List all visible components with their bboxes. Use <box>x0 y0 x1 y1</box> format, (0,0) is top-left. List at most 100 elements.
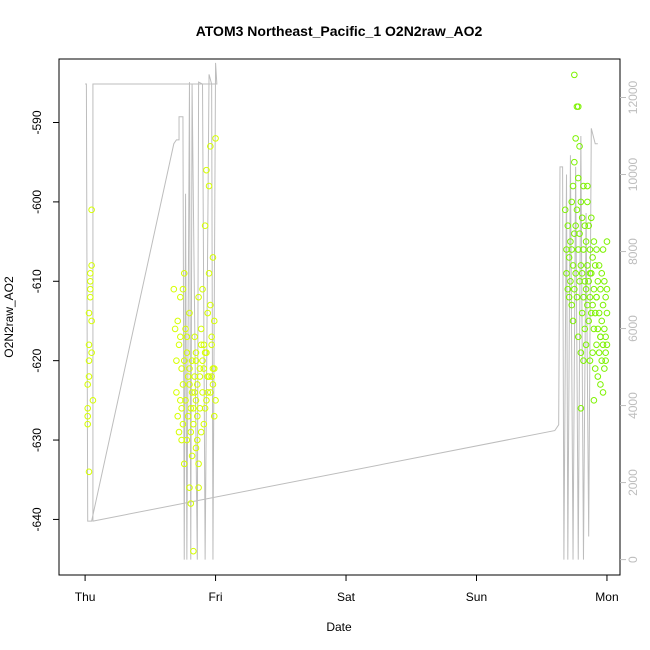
right-axis: 0 2000 4000 6000 8000 10000 12000 <box>620 80 640 563</box>
data-point <box>584 198 591 206</box>
data-point <box>182 325 189 333</box>
data-point <box>87 270 94 277</box>
data-point <box>564 285 572 293</box>
data-point <box>599 389 607 396</box>
data-point <box>567 277 574 285</box>
data-point <box>589 301 596 309</box>
data-point <box>180 357 188 364</box>
data-point <box>599 301 607 309</box>
data-point <box>209 254 217 261</box>
y-tick-label: -640 <box>30 507 44 531</box>
data-point <box>177 293 184 301</box>
altitude-line <box>85 62 598 560</box>
data-point <box>204 389 212 396</box>
data-point <box>210 412 218 420</box>
y-axis: -590 -600 -610 -620 -630 -640 <box>30 110 59 531</box>
data-point <box>177 333 184 341</box>
data-point <box>593 246 600 253</box>
plot-frame <box>58 58 621 576</box>
data-point <box>193 381 201 388</box>
data-point <box>595 262 603 269</box>
data-point <box>88 317 95 325</box>
x-tick-label: Sun <box>466 590 487 604</box>
x-tick-label: Thu <box>75 590 96 604</box>
data-point <box>184 373 192 380</box>
data-point <box>183 349 191 357</box>
data-point <box>581 277 589 285</box>
data-point <box>568 198 576 206</box>
data-point <box>599 341 607 349</box>
data-point <box>577 404 585 412</box>
data-point <box>179 381 187 388</box>
data-point <box>603 341 611 349</box>
data-point <box>212 397 219 404</box>
data-point <box>87 293 94 301</box>
data-point <box>174 412 182 420</box>
data-point <box>572 270 579 277</box>
data-point <box>602 357 609 364</box>
y-axis-label: O2N2raw_AO2 <box>2 276 16 358</box>
data-point <box>578 214 586 222</box>
data-point <box>205 182 213 190</box>
data-point <box>84 404 92 412</box>
data-point <box>212 135 219 142</box>
data-point <box>203 166 210 174</box>
data-point <box>582 285 590 293</box>
data-point <box>178 365 185 372</box>
data-point <box>192 349 200 357</box>
data-point <box>197 341 205 349</box>
data-point <box>89 397 97 404</box>
data-point <box>85 341 93 349</box>
data-point <box>582 341 590 349</box>
data-point <box>186 365 193 372</box>
data-point <box>88 206 95 214</box>
data-point <box>195 293 202 301</box>
y2-tick-label: 12000 <box>626 80 640 114</box>
data-point <box>203 349 210 357</box>
data-point <box>200 341 208 349</box>
data-point <box>581 222 589 230</box>
data-point <box>576 143 583 150</box>
data-point <box>191 333 198 341</box>
data-point <box>207 143 214 150</box>
data-point <box>173 389 180 396</box>
data-point <box>584 262 591 269</box>
data-point <box>597 333 604 341</box>
data-point <box>568 301 576 309</box>
data-point <box>585 277 592 285</box>
data-point <box>179 420 187 428</box>
data-point <box>593 293 600 301</box>
data-point <box>171 325 179 333</box>
data-point <box>601 325 608 333</box>
data-point <box>208 373 215 380</box>
data-point <box>85 357 93 364</box>
data-point <box>569 317 577 325</box>
data-point <box>87 277 94 285</box>
data-point <box>174 317 182 325</box>
data-point <box>205 270 213 277</box>
data-point <box>602 349 609 357</box>
data-point <box>199 357 206 364</box>
data-point <box>590 397 598 404</box>
data-point <box>585 317 592 325</box>
data-point <box>563 270 570 277</box>
data-point <box>568 246 576 253</box>
data-point <box>87 285 94 293</box>
data-point <box>586 293 594 301</box>
data-point <box>590 325 598 333</box>
data-point <box>569 182 577 190</box>
data-point <box>85 309 93 317</box>
data-point <box>598 317 606 325</box>
data-point <box>569 262 577 269</box>
data-point <box>190 420 197 428</box>
data-point <box>582 238 590 245</box>
data-point <box>590 238 598 245</box>
data-point <box>187 428 195 436</box>
data-point <box>191 389 198 396</box>
data-point <box>207 301 214 309</box>
data-point <box>594 277 602 285</box>
data-point <box>84 412 92 420</box>
data-point <box>188 389 196 396</box>
data-point <box>595 309 603 317</box>
data-point <box>574 103 582 110</box>
